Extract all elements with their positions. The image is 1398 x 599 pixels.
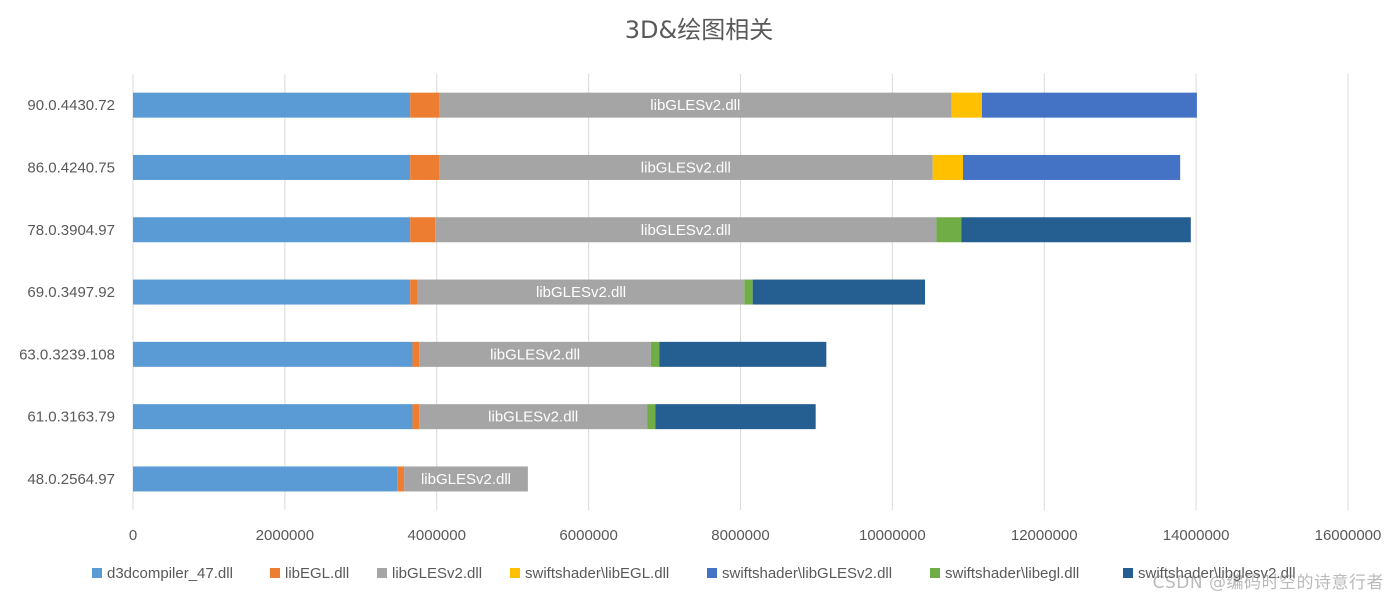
legend-label: libGLESv2.dll <box>392 565 482 582</box>
bar-segment <box>744 279 753 305</box>
bar-segment <box>133 279 411 305</box>
bar-segment <box>410 279 418 305</box>
bar-segment <box>981 92 1197 118</box>
x-tick-label: 6000000 <box>559 527 617 544</box>
x-tick-label: 10000000 <box>859 527 926 544</box>
y-category-label: 90.0.4430.72 <box>27 97 115 114</box>
data-label: libGLESv2.dll <box>421 471 511 488</box>
y-axis-labels: 90.0.4430.72 86.0.4240.75 78.0.3904.97 69.0… <box>19 97 115 488</box>
y-category-label: 61.0.3163.79 <box>27 409 115 426</box>
y-category-label: 78.0.3904.97 <box>27 222 115 239</box>
bar-segment <box>419 404 648 430</box>
data-label: libGLESv2.dll <box>650 97 740 114</box>
bar-segment <box>410 92 440 118</box>
bar-segment <box>410 217 436 243</box>
legend-label: swiftshader\libglesv2.dll <box>1138 565 1296 582</box>
bar-segment <box>439 92 952 118</box>
bar-segment <box>932 154 963 180</box>
y-category-label: 69.0.3497.92 <box>27 284 115 301</box>
data-label: libGLESv2.dll <box>536 284 626 301</box>
bar-segment <box>410 154 440 180</box>
bar-segment <box>650 341 660 367</box>
bars <box>133 92 1197 492</box>
x-tick-label: 4000000 <box>408 527 466 544</box>
bar-segment <box>133 154 411 180</box>
data-labels: libGLESv2.dll libGLESv2.dll libGLESv2.dll l… <box>421 97 740 488</box>
bar-segment <box>133 92 411 118</box>
legend-swatch <box>270 568 280 578</box>
legend-swatch <box>377 568 387 578</box>
legend-swatch <box>930 568 940 578</box>
x-tick-label: 0 <box>129 527 137 544</box>
legend-label: swiftshader\libegl.dll <box>945 565 1079 582</box>
legend-label: swiftshader\libGLESv2.dll <box>722 565 892 582</box>
x-tick-label: 16000000 <box>1315 527 1382 544</box>
x-tick-label: 12000000 <box>1011 527 1078 544</box>
data-label: libGLESv2.dll <box>641 222 731 239</box>
y-category-label: 86.0.4240.75 <box>27 159 115 176</box>
bar-segment <box>404 466 528 492</box>
bar-segment <box>417 279 745 305</box>
bar-segment <box>419 341 651 367</box>
bar-segment <box>133 217 411 243</box>
bar-segment <box>752 279 926 305</box>
watermark: CSDN @编码时空的诗意行者 <box>1152 573 1384 593</box>
bar-segment <box>133 466 398 492</box>
legend: d3dcompiler_47.dll libEGL.dll libGLESv2.dl… <box>92 565 1296 582</box>
x-axis-labels: 0 2000000 4000000 6000000 8000000 10000000 120… <box>129 527 1382 544</box>
legend-swatch <box>1123 568 1133 578</box>
legend-swatch <box>510 568 520 578</box>
x-tick-label: 2000000 <box>256 527 314 544</box>
bar-segment <box>412 341 420 367</box>
bar-segment <box>439 154 933 180</box>
legend-swatch <box>92 568 102 578</box>
data-label: libGLESv2.dll <box>641 159 731 176</box>
bar-segment <box>936 217 962 243</box>
bar-segment <box>647 404 656 430</box>
legend-label: swiftshader\libEGL.dll <box>525 565 669 582</box>
bar-segment <box>435 217 937 243</box>
y-category-label: 63.0.3239.108 <box>19 346 115 363</box>
bar-segment <box>133 404 413 430</box>
bar-segment <box>951 92 982 118</box>
data-label: libGLESv2.dll <box>490 346 580 363</box>
bar-segment <box>412 404 420 430</box>
bar-segment <box>397 466 405 492</box>
legend-swatch <box>707 568 717 578</box>
y-category-label: 48.0.2564.97 <box>27 471 115 488</box>
x-tick-label: 14000000 <box>1163 527 1230 544</box>
data-label: libGLESv2.dll <box>488 409 578 426</box>
bar-segment <box>659 341 827 367</box>
x-tick-label: 8000000 <box>711 527 769 544</box>
legend-label: d3dcompiler_47.dll <box>107 565 233 582</box>
bar-segment <box>133 341 413 367</box>
bar-segment <box>655 404 816 430</box>
legend-label: libEGL.dll <box>285 565 349 582</box>
bar-segment <box>962 154 1181 180</box>
chart-title: 3D&绘图相关 <box>625 16 773 44</box>
bar-segment <box>961 217 1191 243</box>
